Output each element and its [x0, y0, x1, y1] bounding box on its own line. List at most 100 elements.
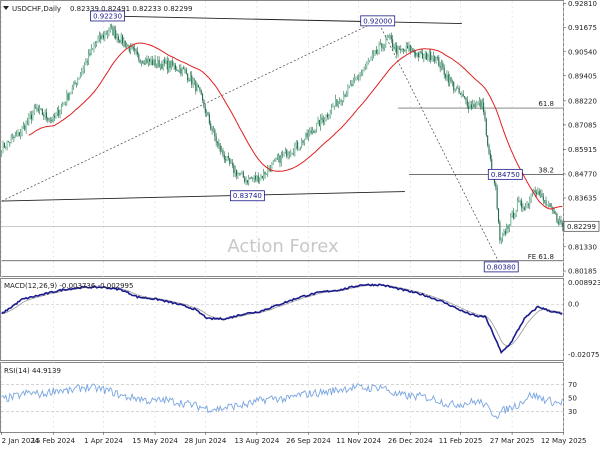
- candle-body: [495, 183, 497, 188]
- candle-body: [374, 50, 376, 54]
- candle-body: [135, 50, 137, 52]
- candle-body: [328, 116, 330, 118]
- candle-body: [309, 130, 311, 134]
- candle-body: [181, 67, 183, 75]
- candle-body: [158, 59, 160, 68]
- candle-body: [191, 75, 193, 85]
- candle-body: [184, 69, 186, 70]
- candle-body: [400, 49, 402, 51]
- annotation-label: 0.92000: [363, 17, 392, 25]
- candle-body: [177, 70, 179, 72]
- candle-body: [458, 87, 460, 94]
- candle-body: [436, 57, 438, 58]
- candle-body: [246, 180, 248, 183]
- candle-body: [180, 68, 182, 75]
- candle-body: [516, 200, 519, 211]
- candle-body: [324, 119, 326, 123]
- macd-y-tick-label: 0.0: [568, 301, 579, 309]
- candle-body: [412, 48, 414, 52]
- candle-body: [488, 145, 490, 154]
- candle-body: [55, 113, 57, 118]
- candle-body: [1, 152, 3, 155]
- annotation-label: 0.80380: [487, 263, 516, 271]
- x-tick-label: 26 Sep 2024: [286, 437, 331, 445]
- candle-body: [325, 114, 327, 120]
- candle-body: [147, 58, 149, 64]
- candle-body: [280, 154, 282, 164]
- candle-body: [149, 58, 151, 62]
- y-tick-label: 0.87085: [568, 121, 597, 129]
- candle-body: [335, 99, 337, 106]
- candle-body: [248, 177, 250, 183]
- candle-body: [301, 140, 303, 147]
- candle-body: [142, 60, 144, 63]
- candle-body: [187, 73, 189, 80]
- candle-body: [541, 193, 543, 197]
- candle-body: [392, 39, 394, 47]
- candle-body: [259, 179, 261, 183]
- candle-body: [18, 132, 20, 136]
- candle-body: [208, 114, 210, 124]
- y-tick-label: 0.92810: [568, 0, 597, 8]
- candle-body: [216, 142, 219, 144]
- rsi-panel: 70 50 30: [1, 381, 577, 420]
- candle-body: [130, 45, 132, 52]
- candle-body: [352, 80, 354, 86]
- candle-body: [36, 107, 38, 110]
- candle-body: [16, 134, 18, 136]
- candle-body: [302, 140, 304, 144]
- candle-body: [529, 199, 531, 205]
- candle-body: [519, 200, 521, 202]
- candle-body: [546, 204, 548, 206]
- candle-body: [401, 49, 403, 51]
- candle-body: [63, 102, 65, 105]
- candle-body: [421, 52, 424, 59]
- candle-body: [139, 59, 141, 63]
- candle-body: [515, 210, 517, 215]
- candle-body: [286, 149, 288, 157]
- candle-body: [291, 152, 293, 154]
- candle-body: [254, 175, 257, 180]
- candle-body: [481, 102, 483, 108]
- candle-body: [417, 52, 419, 57]
- candle-body: [343, 94, 345, 101]
- level-lines: 61.8 38.2 FE 61.8: [1, 100, 563, 262]
- candle-body: [115, 30, 117, 39]
- candle-body: [525, 205, 527, 210]
- candle-body: [40, 108, 42, 110]
- candle-body: [136, 51, 138, 55]
- annotation-box: [487, 168, 523, 180]
- candle-body: [330, 107, 333, 113]
- dropdown-triangle-icon[interactable]: [3, 6, 9, 10]
- candle-body: [282, 154, 284, 156]
- candle-body: [411, 48, 413, 52]
- candle-body: [557, 221, 559, 225]
- candle-body: [428, 51, 430, 58]
- candle-body: [227, 155, 229, 159]
- candle-body: [287, 154, 289, 157]
- candle-body: [379, 43, 381, 46]
- level-label: 61.8: [538, 100, 554, 108]
- candle-body: [59, 111, 61, 116]
- candle-body: [450, 77, 452, 82]
- candle-body: [545, 200, 547, 206]
- candle-body: [237, 173, 239, 176]
- candle-body: [455, 88, 457, 91]
- candle-body: [88, 53, 90, 63]
- level-label: FE 61.8: [528, 253, 554, 261]
- candle-body: [219, 145, 221, 152]
- candle-body: [188, 79, 190, 82]
- watermark: Action Forex: [227, 236, 339, 257]
- candle-body: [120, 34, 122, 43]
- candle-body: [154, 59, 156, 66]
- candle-body: [358, 75, 360, 77]
- candle-body: [117, 36, 119, 41]
- candle-body: [469, 104, 471, 109]
- macd-signal-line: [1, 284, 563, 347]
- x-tick-label: 26 Dec 2024: [388, 437, 433, 445]
- candle-body: [279, 155, 281, 164]
- candle-body: [62, 104, 64, 107]
- candle-body: [511, 212, 513, 216]
- candle-body: [256, 175, 258, 180]
